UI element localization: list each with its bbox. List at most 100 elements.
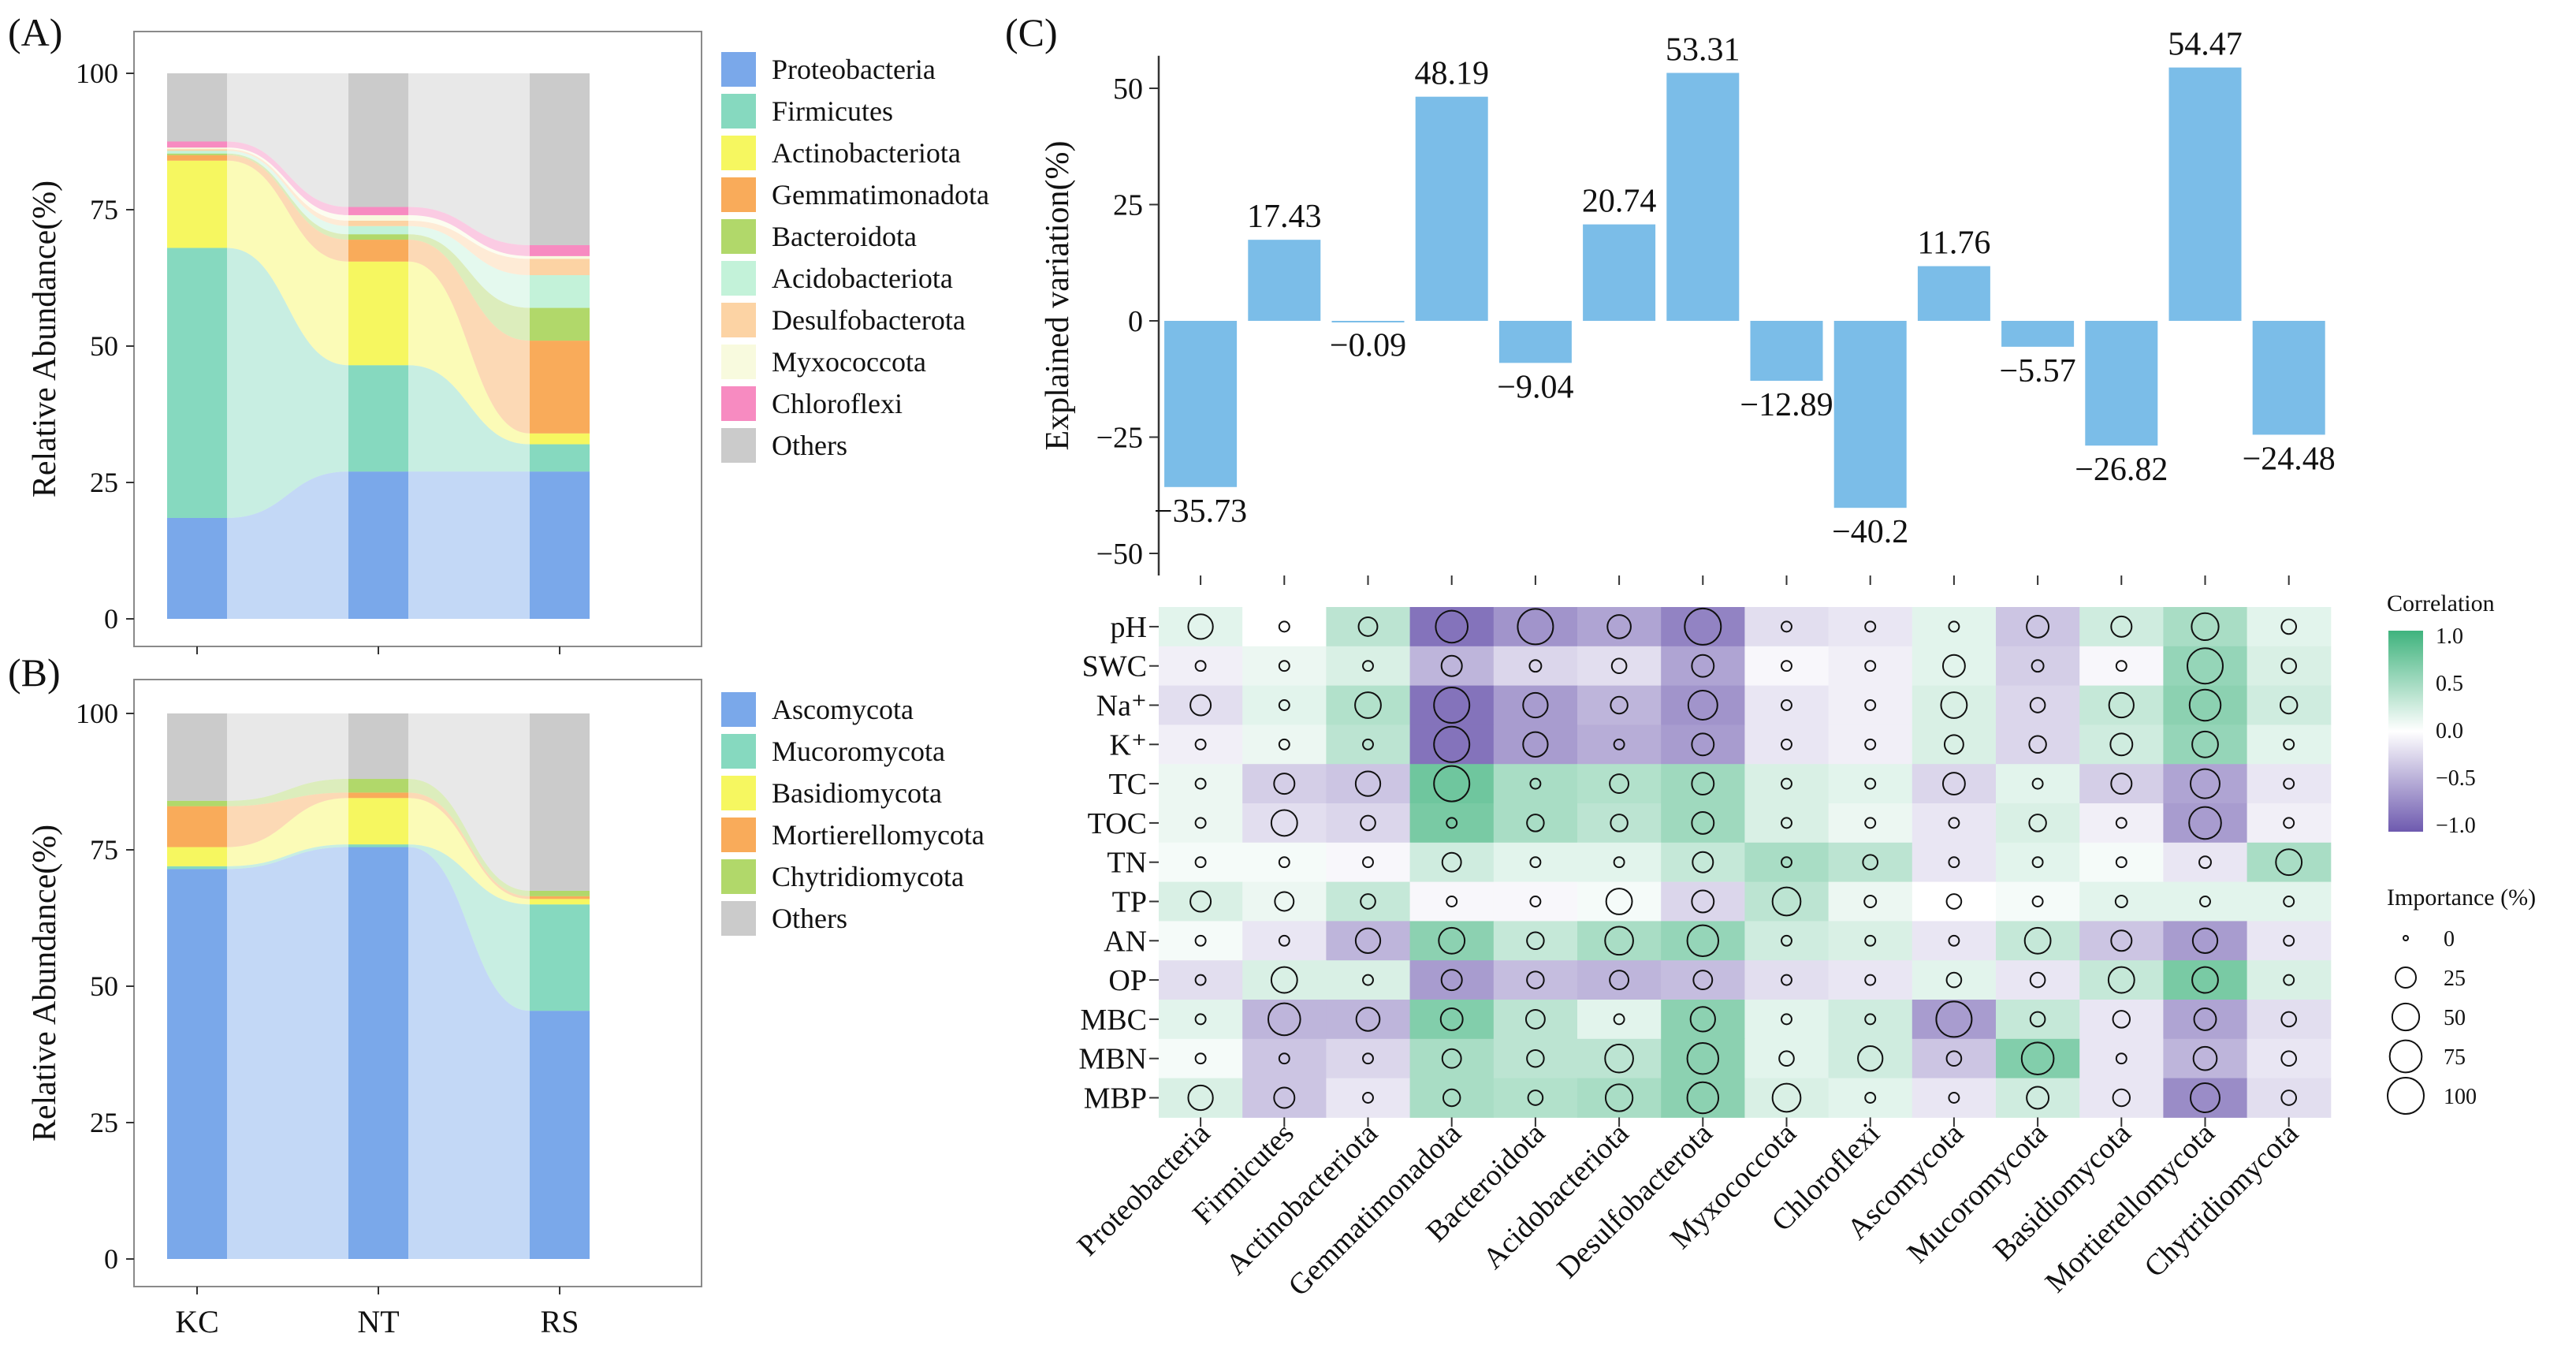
importance-circle-r10-c12: [2193, 1007, 2217, 1031]
heat-cell-r3-c7: [1744, 724, 1830, 765]
heat-row-label-3: K⁺: [1110, 728, 1148, 762]
heat-cell-r12-c4: [1493, 1078, 1578, 1118]
importance-circle-r4-c10: [2031, 777, 2044, 790]
importance-circle-r10-c11: [2112, 1010, 2131, 1029]
heat-cell-r9-c3: [1409, 960, 1495, 1000]
heat-cell-r5-c7: [1744, 803, 1830, 844]
importance-circle-r7-c10: [2031, 896, 2044, 907]
importance-circle-r5-c6: [1691, 810, 1715, 835]
ytick-label-b-75: 75: [90, 834, 118, 866]
heat-cell-r1-c7: [1744, 646, 1830, 687]
heat-row-label-9: OP: [1108, 964, 1147, 997]
heat-cell-r11-c10: [1996, 1038, 2080, 1079]
heat-cell-r4-c4: [1493, 764, 1578, 804]
importance-circle-r6-c0: [1194, 856, 1207, 869]
heat-cell-r4-c5: [1577, 764, 1662, 804]
heat-cell-r1-c3: [1409, 646, 1495, 687]
legend-swatch-a-firmicutes: [721, 94, 756, 128]
heat-cell-r8-c7: [1744, 921, 1830, 961]
importance-circle-r4-c4: [1529, 777, 1542, 790]
bar-b-nt-basidiomycota: [348, 798, 408, 845]
importance-circle-r2-c9: [1940, 691, 1968, 719]
bar-b-nt-others: [348, 713, 408, 780]
bar-a-kc-bacteroidota: [167, 153, 227, 155]
importance-circle-r5-c9: [1948, 817, 1960, 829]
legend-swatch-a-others: [721, 428, 756, 463]
bar-b-rs-mucoromycota: [530, 904, 590, 1011]
importance-circle-r2-c2: [1354, 691, 1382, 719]
legend-label-a-acidobacteriota: Acidobacteriota: [772, 263, 953, 294]
heat-cell-r3-c5: [1577, 724, 1662, 765]
heat-cell-r0-c3: [1409, 607, 1495, 647]
correlation-colorbar: [2388, 631, 2423, 832]
importance-circle-r0-c5: [1606, 614, 1632, 639]
heat-cell-r6-c2: [1326, 842, 1411, 883]
heat-cell-r4-c9: [1912, 764, 1997, 804]
legend-label-b-mortierellomycota: Mortierellomycota: [772, 819, 985, 851]
importance-circle-r12-c1: [1273, 1086, 1296, 1109]
heat-cell-r8-c2: [1326, 921, 1411, 961]
importance-circle-r2-c1: [1278, 699, 1290, 711]
importance-circle-r0-c8: [1864, 620, 1877, 633]
importance-circle-r7-c5: [1605, 888, 1633, 915]
heat-row-label-2: Na⁺: [1096, 690, 1147, 723]
importance-circle-r5-c13: [2283, 817, 2295, 829]
importance-circle-r6-c8: [1862, 854, 1879, 871]
heat-cell-r7-c10: [1996, 881, 2080, 922]
importance-circle-r7-c6: [1691, 889, 1715, 914]
panel-label-b: (B): [8, 650, 61, 695]
legend-label-a-others: Others: [772, 430, 847, 461]
stream-b-chytridiomycota: [167, 779, 590, 896]
bar-c-firmicutes: [1248, 240, 1321, 321]
importance-circle-r10-c6: [1689, 1006, 1716, 1033]
bar-a-rs-others: [530, 73, 590, 245]
bar-a-rs-acidobacteriota: [530, 275, 590, 308]
bar-c-myxococcota: [1750, 321, 1823, 382]
colorbar-tick-1: 0.5: [2436, 672, 2463, 696]
heat-cell-r2-c12: [2163, 685, 2248, 725]
importance-circle-r10-c3: [1439, 1007, 1464, 1031]
heat-cell-r12-c1: [1242, 1078, 1327, 1118]
heat-cell-r2-c11: [2079, 685, 2164, 725]
legend-label-a-proteobacteria: Proteobacteria: [772, 54, 936, 85]
legend-swatch-b-chytridiomycota: [721, 859, 756, 894]
heat-cell-r4-c2: [1326, 764, 1411, 804]
importance-circle-r11-c0: [1194, 1052, 1207, 1065]
heat-cell-r1-c1: [1242, 646, 1327, 687]
heat-cell-r10-c5: [1577, 1000, 1662, 1040]
heat-cell-r9-c13: [2247, 960, 2332, 1000]
value-label-chytridiomycota: −24.48: [2243, 441, 2336, 477]
heat-cell-r2-c10: [1996, 685, 2080, 725]
heat-cell-r4-c3: [1409, 764, 1495, 804]
stream-b-others: [167, 713, 590, 891]
importance-circle-r10-c2: [1355, 1007, 1381, 1032]
importance-circle-r3-c0: [1194, 738, 1207, 750]
importance-circle-r3-c4: [1522, 731, 1549, 758]
importance-circle-r6-c6: [1692, 851, 1714, 873]
colorbar-tick-0: 1.0: [2436, 624, 2463, 649]
importance-circle-r1-c2: [1362, 660, 1374, 672]
importance-circle-r10-c8: [1864, 1013, 1877, 1026]
heat-cell-r11-c0: [1159, 1038, 1243, 1079]
importance-circle-r8-c12: [2191, 927, 2219, 954]
importance-circle-r12-c11: [2112, 1088, 2131, 1108]
importance-circle-r5-c4: [1526, 814, 1545, 832]
importance-circle-r2-c6: [1687, 690, 1718, 721]
heat-cell-r9-c0: [1159, 960, 1243, 1000]
legend-label-a-chloroflexi: Chloroflexi: [772, 388, 903, 419]
importance-circle-r4-c5: [1609, 773, 1630, 795]
importance-circle-r2-c0: [1189, 694, 1212, 717]
heat-cell-r6-c9: [1912, 842, 1997, 883]
heat-cell-r11-c6: [1661, 1038, 1745, 1079]
legend-swatch-a-myxococcota: [721, 345, 756, 379]
value-label-basidiomycota: −26.82: [2075, 452, 2168, 488]
heat-cell-r3-c1: [1242, 724, 1327, 765]
importance-circle-r3-c13: [2283, 738, 2295, 750]
importance-circle-r4-c6: [1691, 772, 1715, 796]
ylabel-b: Relative Abundance(%): [27, 825, 63, 1142]
importance-circle-r12-c12: [2190, 1082, 2220, 1113]
bar-a-rs-bacteroidota: [530, 307, 590, 341]
ytick-label-c-3: 25: [1113, 189, 1143, 222]
heat-row-label-5: TOC: [1088, 807, 1147, 840]
bar-c-proteobacteria: [1164, 321, 1238, 487]
